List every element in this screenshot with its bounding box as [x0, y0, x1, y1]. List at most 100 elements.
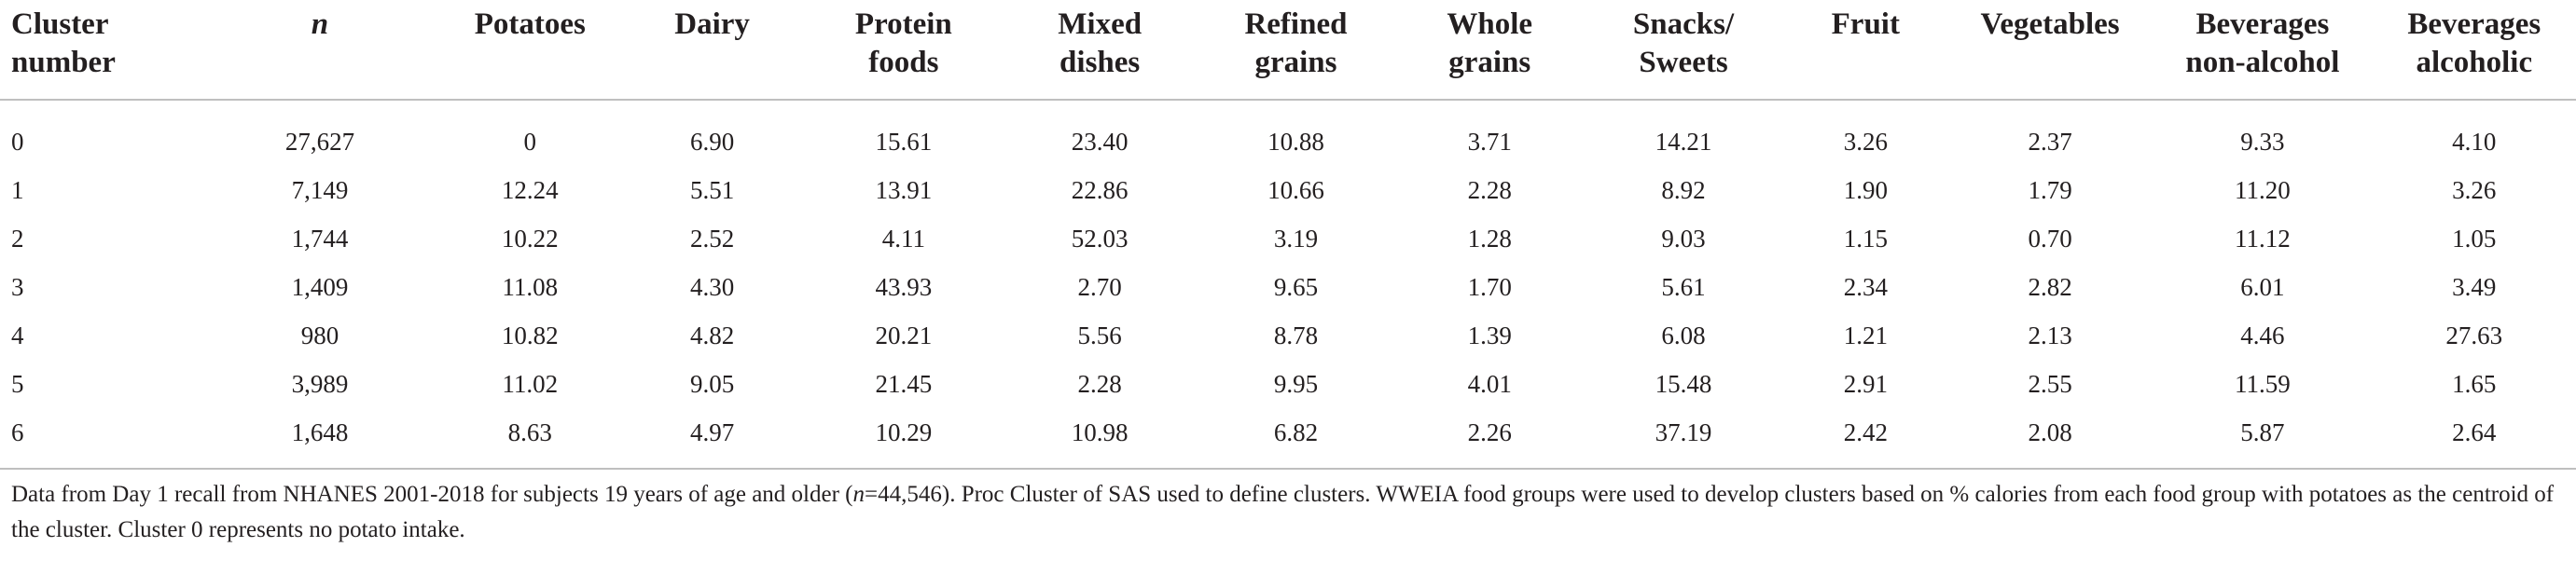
table-cell: 2.26	[1396, 408, 1584, 470]
table-row: 1 7,149 12.24 5.51 13.91 22.86 10.66 2.28 8.92 1.…	[0, 166, 2576, 214]
column-header-line2: grains	[1448, 46, 1531, 79]
table-cell: 10.22	[501, 224, 559, 253]
column-header-line1: Vegetables	[1980, 7, 2120, 41]
table-cell: 5.61	[1661, 272, 1706, 301]
table-cell: 10.29	[803, 408, 1004, 470]
column-header: Cluster number	[0, 0, 201, 101]
table-row: 4 980 10.82 4.82 20.21 5.56 8.78 1.39 6.08 1.21 2.…	[0, 311, 2576, 360]
table-cell: 0	[523, 127, 537, 156]
table-cell: 4.01	[1467, 369, 1512, 398]
table-cell: 10.88	[1267, 127, 1324, 156]
table-cell: 9.65	[1273, 272, 1319, 301]
table-cell: 3.71	[1467, 127, 1512, 156]
table-cell: 13.91	[875, 175, 933, 204]
column-header-line1: Refined	[1244, 7, 1348, 41]
table-cell: 2.13	[2028, 321, 2072, 349]
table-cell: 0.70	[2028, 224, 2072, 253]
column-header: n	[201, 0, 439, 101]
table-cell: 3.19	[1273, 224, 1319, 253]
table-footnote: Data from Day 1 recall from NHANES 2001-…	[11, 477, 2567, 548]
table-cell: 1,648	[201, 408, 439, 470]
table-cell: 11.08	[502, 272, 559, 301]
column-header-line2: foods	[868, 46, 939, 79]
table-row: 0 27,627 0 6.90 15.61 23.40 10.88 3.71 14.21 3.26…	[0, 100, 2576, 166]
cluster-table: Cluster number n Potatoes Dairy Protein foods M…	[0, 0, 2576, 470]
table-cell: 1.15	[1843, 224, 1888, 253]
column-header: Mixed dishes	[1004, 0, 1196, 101]
footnote-n-symbol: n	[852, 482, 866, 507]
column-header-line1: Beverages	[2407, 7, 2541, 41]
column-header-line1: n	[311, 7, 329, 41]
column-header-line2: number	[11, 46, 116, 79]
header-row: Cluster number n Potatoes Dairy Protein foods M…	[0, 0, 2576, 101]
table-cell: 1,409	[291, 272, 349, 301]
table-cell: 2.08	[1946, 408, 2154, 470]
column-header-line2: Sweets	[1639, 46, 1728, 79]
table-cell: 1.79	[2028, 175, 2072, 204]
table-row: 5 3,989 11.02 9.05 21.45 2.28 9.95 4.01 15.48 2.9…	[0, 360, 2576, 408]
table-cell: 15.61	[875, 127, 933, 156]
table-cell: 6	[0, 408, 201, 470]
column-header-line2: alcoholic	[2416, 46, 2533, 79]
table-cell: 1.21	[1843, 321, 1888, 349]
table-cell: 7,149	[291, 175, 349, 204]
table-cell: 2	[11, 224, 24, 253]
table-cell: 2.70	[1077, 272, 1122, 301]
table-cell: 37.19	[1583, 408, 1784, 470]
table-cell: 3	[11, 272, 24, 301]
table-row: 2 1,744 10.22 2.52 4.11 52.03 3.19 1.28 9.03 1.15…	[0, 214, 2576, 263]
table-cell: 1.39	[1467, 321, 1512, 349]
table-cell: 980	[300, 321, 339, 349]
table-cell: 2.55	[2028, 369, 2072, 398]
table-cell: 6.90	[689, 127, 735, 156]
table-cell: 8.78	[1273, 321, 1319, 349]
table-cell: 5.56	[1077, 321, 1122, 349]
table-cell: 9.03	[1661, 224, 1706, 253]
table-cell: 8.63	[438, 408, 621, 470]
column-header: Beverages non-alcohol	[2153, 0, 2373, 101]
table-cell: 15.48	[1655, 369, 1712, 398]
table-cell: 3.26	[2452, 175, 2497, 204]
column-header-line1: Fruit	[1831, 7, 1900, 41]
table-cell: 1.65	[2452, 369, 2497, 398]
table-cell: 2.42	[1783, 408, 1947, 470]
table-cell: 11.20	[2235, 175, 2291, 204]
table-cell: 21.45	[875, 369, 933, 398]
table-cell: 4	[11, 321, 24, 349]
table-cell: 3.49	[2452, 272, 2497, 301]
table-cell: 2.64	[2372, 408, 2576, 470]
table-cell: 43.93	[875, 272, 933, 301]
table-cell: 27,627	[284, 127, 355, 156]
table-cell: 5	[11, 369, 24, 398]
table-cell: 23.40	[1071, 127, 1129, 156]
column-header-line1: Snacks/	[1632, 7, 1735, 41]
table-cell: 4.82	[689, 321, 735, 349]
table-cell: 10.82	[501, 321, 559, 349]
table-cell: 3.26	[1843, 127, 1888, 156]
table-body: 0 27,627 0 6.90 15.61 23.40 10.88 3.71 14.21 3.26…	[0, 100, 2576, 470]
table-cell: 1.70	[1467, 272, 1512, 301]
table-row: 3 1,409 11.08 4.30 43.93 2.70 9.65 1.70 5.61 2.34…	[0, 263, 2576, 311]
table-cell: 22.86	[1071, 175, 1129, 204]
table-cell: 9.05	[689, 369, 735, 398]
table-cell: 11.59	[2235, 369, 2291, 398]
column-header: Dairy	[620, 0, 804, 101]
table-cell: 10.98	[1004, 408, 1196, 470]
column-header-line1: Protein	[854, 7, 952, 41]
table-cell: 10.66	[1267, 175, 1324, 204]
footnote-text-part1: Data from Day 1 recall from NHANES 2001-…	[11, 482, 853, 507]
table-cell: 2.34	[1843, 272, 1888, 301]
table-cell: 6.01	[2240, 272, 2285, 301]
column-header: Snacks/Sweets	[1583, 0, 1784, 101]
table-cell: 9.95	[1273, 369, 1319, 398]
column-header: Beverages alcoholic	[2372, 0, 2576, 101]
table-cell: 9.33	[2240, 127, 2285, 156]
column-header-line1: Mixed	[1058, 7, 1143, 41]
table-cell: 4.30	[689, 272, 735, 301]
table-cell: 5.87	[2153, 408, 2373, 470]
table-cell: 27.63	[2445, 321, 2503, 349]
table-cell: 0	[11, 127, 24, 156]
column-header-line2: non-alcohol	[2185, 46, 2340, 79]
table-cell: 6.08	[1661, 321, 1706, 349]
